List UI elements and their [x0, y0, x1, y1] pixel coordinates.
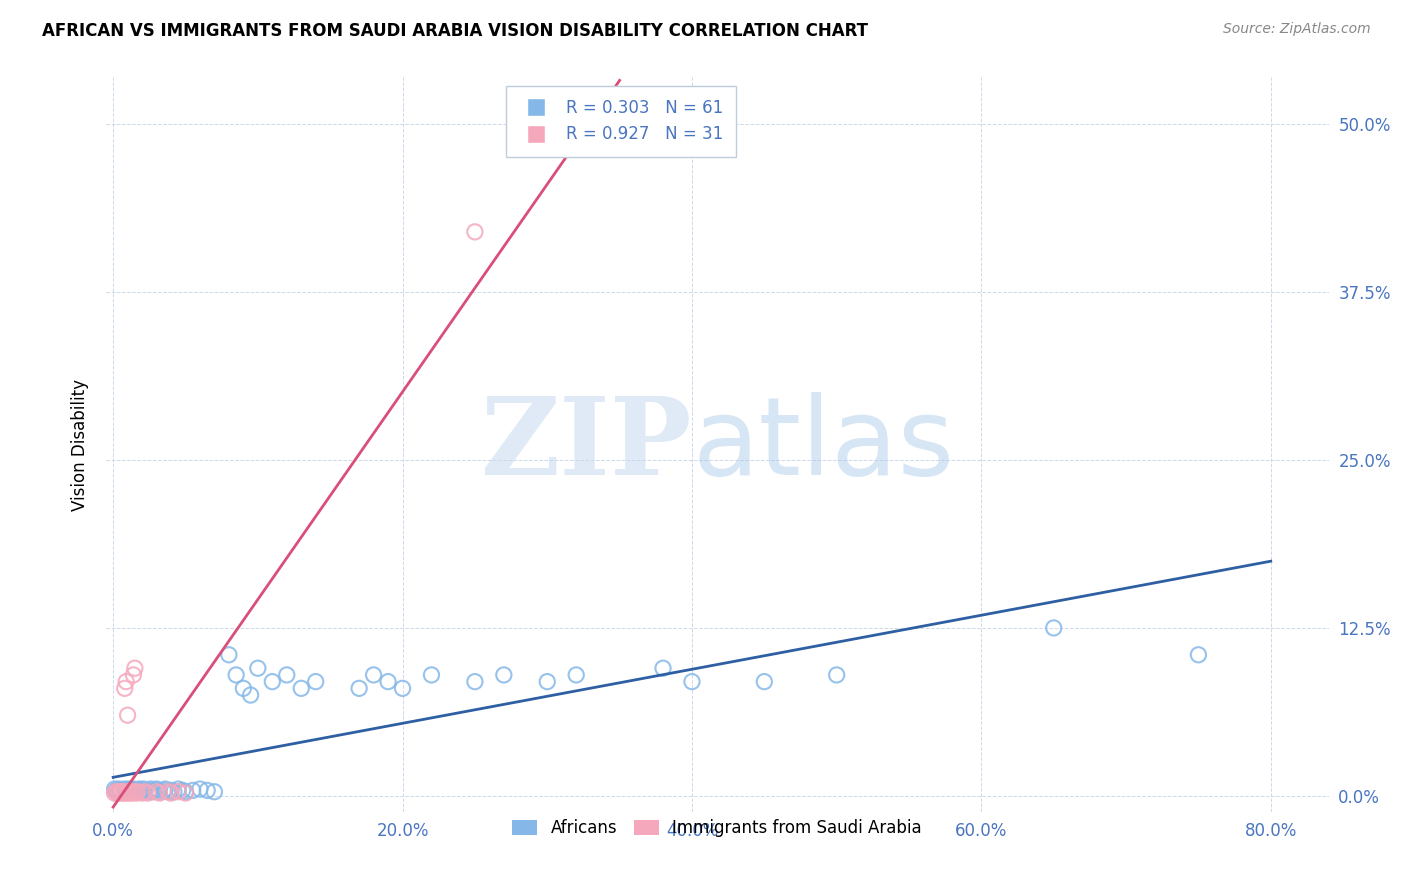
- Point: [124, 785, 146, 799]
- Point: [464, 225, 486, 239]
- Point: [138, 785, 160, 799]
- Point: [117, 785, 139, 799]
- Point: [114, 785, 136, 799]
- Point: [105, 783, 128, 797]
- Text: AFRICAN VS IMMIGRANTS FROM SAUDI ARABIA VISION DISABILITY CORRELATION CHART: AFRICAN VS IMMIGRANTS FROM SAUDI ARABIA …: [42, 22, 868, 40]
- Point: [120, 785, 142, 799]
- Point: [160, 786, 183, 800]
- Point: [536, 674, 558, 689]
- Point: [125, 786, 148, 800]
- Point: [108, 782, 131, 797]
- Point: [118, 782, 141, 797]
- Point: [108, 785, 131, 799]
- Point: [117, 783, 139, 797]
- Point: [1187, 648, 1209, 662]
- Point: [363, 668, 385, 682]
- Point: [122, 668, 145, 682]
- Point: [377, 674, 399, 689]
- Point: [218, 648, 240, 662]
- Point: [146, 783, 169, 797]
- Point: [139, 782, 162, 797]
- Point: [115, 785, 138, 799]
- Point: [157, 785, 180, 799]
- Point: [420, 668, 443, 682]
- Point: [131, 785, 153, 799]
- Point: [148, 785, 170, 799]
- Point: [110, 783, 132, 797]
- Point: [195, 783, 218, 797]
- Point: [172, 783, 194, 797]
- Point: [305, 674, 328, 689]
- Point: [121, 785, 143, 799]
- Point: [239, 688, 262, 702]
- Point: [825, 668, 848, 682]
- Point: [115, 674, 138, 689]
- Point: [160, 783, 183, 797]
- Point: [127, 785, 149, 799]
- Legend: Africans, Immigrants from Saudi Arabia: Africans, Immigrants from Saudi Arabia: [506, 813, 929, 844]
- Point: [246, 661, 269, 675]
- Point: [754, 674, 776, 689]
- Point: [103, 782, 125, 797]
- Point: [141, 783, 163, 797]
- Point: [132, 782, 155, 797]
- Point: [145, 785, 167, 799]
- Point: [276, 668, 298, 682]
- Point: [134, 783, 156, 797]
- Point: [110, 786, 132, 800]
- Point: [114, 782, 136, 797]
- Point: [188, 782, 211, 797]
- Point: [262, 674, 284, 689]
- Point: [112, 786, 135, 800]
- Point: [152, 783, 174, 797]
- Point: [107, 786, 129, 800]
- Point: [117, 708, 139, 723]
- Point: [124, 661, 146, 675]
- Point: [565, 668, 588, 682]
- Point: [118, 786, 141, 800]
- Point: [681, 674, 703, 689]
- Point: [115, 786, 138, 800]
- Point: [1042, 621, 1064, 635]
- Point: [134, 785, 156, 799]
- Point: [121, 786, 143, 800]
- Point: [145, 782, 167, 797]
- Text: Source: ZipAtlas.com: Source: ZipAtlas.com: [1223, 22, 1371, 37]
- Point: [155, 782, 177, 797]
- Point: [148, 786, 170, 800]
- Point: [131, 786, 153, 800]
- Text: ZIP: ZIP: [481, 392, 693, 498]
- Point: [347, 681, 370, 696]
- Point: [157, 785, 180, 799]
- Point: [204, 785, 226, 799]
- Point: [391, 681, 413, 696]
- Point: [464, 674, 486, 689]
- Point: [127, 785, 149, 799]
- Point: [114, 681, 136, 696]
- Point: [103, 786, 125, 800]
- Text: atlas: atlas: [693, 392, 955, 498]
- Point: [492, 668, 515, 682]
- Point: [290, 681, 312, 696]
- Point: [142, 785, 165, 799]
- Point: [174, 786, 197, 800]
- Y-axis label: Vision Disability: Vision Disability: [72, 379, 89, 510]
- Point: [181, 783, 204, 797]
- Point: [167, 785, 190, 799]
- Point: [122, 782, 145, 797]
- Point: [120, 783, 142, 797]
- Point: [125, 783, 148, 797]
- Point: [174, 785, 197, 799]
- Point: [225, 668, 247, 682]
- Point: [128, 782, 150, 797]
- Point: [105, 785, 128, 799]
- Point: [232, 681, 254, 696]
- Point: [111, 785, 134, 799]
- Point: [163, 785, 186, 799]
- Point: [107, 785, 129, 799]
- Point: [652, 661, 675, 675]
- Point: [136, 786, 159, 800]
- Point: [167, 782, 190, 797]
- Point: [129, 783, 152, 797]
